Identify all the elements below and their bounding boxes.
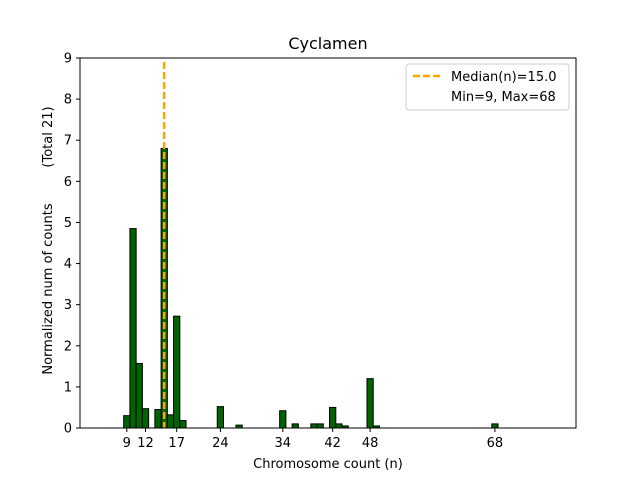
- bar-n-16: [166, 414, 175, 429]
- y-axis-label: Normalized num of counts: [41, 203, 56, 374]
- bar-n-48: [366, 378, 374, 429]
- y-tick-label: 9: [64, 52, 72, 67]
- bar-n-9: [123, 415, 131, 429]
- plot-frame: [79, 57, 577, 429]
- chart-title: Cyclamen: [288, 34, 367, 53]
- x-axis-label: Chromosome count (n): [253, 457, 403, 472]
- x-tick-label: 34: [274, 436, 291, 451]
- bar-n-36: [291, 423, 299, 429]
- bar-n-17: [173, 315, 181, 429]
- bar-n-24: [216, 406, 224, 429]
- legend: Median(n)=15.0 Min=9, Max=68: [405, 63, 570, 111]
- x-tick-label: 24: [212, 436, 229, 451]
- legend-minmax-label: Min=9, Max=68: [451, 90, 556, 105]
- legend-box: [405, 63, 570, 111]
- x-tick-label: 42: [324, 436, 341, 451]
- x-tick-label: 68: [487, 436, 504, 451]
- y-tick-label: 5: [64, 216, 72, 231]
- legend-median-label: Median(n)=15.0: [451, 70, 557, 85]
- y-axis-ticks: 0 1 2 3 4 5 6 7 8 9: [64, 52, 80, 437]
- y-tick-label: 4: [64, 257, 72, 272]
- y-tick-label: 0: [64, 422, 72, 437]
- y-tick-label: 1: [64, 380, 72, 395]
- bar-n-14: [154, 409, 162, 429]
- x-tick-label: 9: [123, 436, 131, 451]
- x-axis-ticks: 9 12 17 24 34 42 48 68: [123, 428, 504, 451]
- bar-n-68: [491, 423, 499, 429]
- y-tick-label: 2: [64, 339, 72, 354]
- bar-n-10: [129, 228, 137, 429]
- x-tick-label: 12: [137, 436, 154, 451]
- bar-n-39: [310, 423, 318, 429]
- x-tick-label: 17: [168, 436, 185, 451]
- bar-n-34: [279, 410, 287, 429]
- y-tick-label: 3: [64, 298, 72, 313]
- bar-n-12: [141, 408, 150, 429]
- bar-n-18: [179, 420, 187, 429]
- y-tick-label: 6: [64, 175, 72, 190]
- y-axis-total-label: (Total 21): [41, 106, 56, 167]
- bar-n-11: [135, 362, 143, 429]
- y-tick-label: 8: [64, 93, 72, 108]
- bar-n-43: [335, 423, 343, 429]
- x-tick-label: 48: [362, 436, 379, 451]
- y-tick-label: 7: [64, 134, 72, 149]
- bar-n-40: [316, 423, 324, 429]
- bar-n-42: [329, 406, 337, 429]
